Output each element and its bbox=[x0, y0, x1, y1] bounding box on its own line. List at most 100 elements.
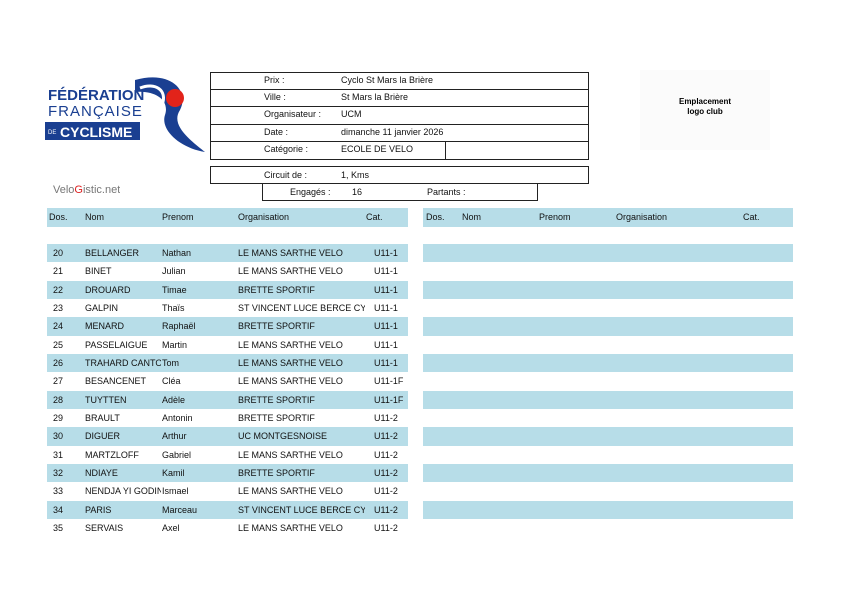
cell: U11-2 bbox=[374, 467, 398, 478]
header-cell: Cat. bbox=[743, 212, 760, 222]
header-cell: Prenom bbox=[539, 212, 571, 222]
club-logo-text: Emplacement bbox=[678, 97, 732, 106]
club-logo: Emplacement logo club bbox=[640, 70, 770, 150]
info-label: Catégorie : bbox=[264, 143, 309, 154]
header-cell: Nom bbox=[462, 212, 482, 222]
cell: 32 bbox=[53, 467, 64, 478]
cell: Kamil bbox=[162, 467, 185, 478]
engages-box bbox=[262, 183, 538, 201]
info-value: UCM bbox=[341, 109, 362, 120]
row-line bbox=[210, 89, 589, 91]
logo-line: CYCLISME bbox=[60, 124, 132, 140]
row-stripe bbox=[423, 353, 793, 373]
info-value: 16 bbox=[352, 187, 363, 197]
cell: SERVAIS bbox=[85, 522, 124, 533]
cell: U11-1F bbox=[374, 394, 404, 405]
info-label: Date : bbox=[264, 126, 289, 137]
cell: LE MANS SARTHE VELO bbox=[238, 248, 343, 258]
row-stripe bbox=[423, 390, 793, 409]
row-line bbox=[210, 140, 589, 142]
cell: U11-2 bbox=[374, 522, 398, 533]
row-stripe bbox=[47, 244, 408, 263]
cell: Raphaël bbox=[162, 321, 196, 332]
header-cell: Organisation bbox=[616, 212, 668, 222]
cell: 21 bbox=[53, 266, 64, 277]
federation-logo: FÉDÉRATION FRANÇAISE DE CYCLISME bbox=[45, 77, 205, 152]
cell: 29 bbox=[53, 412, 64, 423]
cell: 20 bbox=[53, 248, 64, 258]
cell: U11-2 bbox=[374, 504, 398, 515]
cell: Nathan bbox=[162, 248, 192, 258]
cell: BRETTE SPORTIF bbox=[238, 284, 315, 295]
cell: DROUARD bbox=[85, 284, 131, 295]
cell: 24 bbox=[53, 321, 64, 332]
cell: TUYTTEN bbox=[85, 394, 127, 405]
info-label: Circuit de : bbox=[264, 170, 308, 180]
cell: U11-2 bbox=[374, 486, 398, 497]
cell: NENDJA YI GODIN bbox=[85, 486, 161, 497]
club-logo-text: logo club bbox=[687, 107, 723, 116]
row-stripe bbox=[423, 500, 793, 519]
divider bbox=[445, 141, 446, 160]
cell: Julian bbox=[162, 266, 186, 277]
cell: Tom bbox=[162, 357, 180, 368]
row-stripe bbox=[47, 317, 408, 336]
cell: BRETTE SPORTIF bbox=[238, 321, 315, 332]
cell: BRETTE SPORTIF bbox=[238, 412, 315, 423]
table-header bbox=[423, 208, 793, 227]
cell: U11-1 bbox=[374, 284, 398, 295]
info-box bbox=[210, 72, 589, 160]
info-value: ECOLE DE VELO bbox=[341, 143, 414, 154]
cell: UC MONTGESNOISE bbox=[238, 431, 328, 442]
cell: LE MANS SARTHE VELO bbox=[238, 486, 343, 497]
brand-part: G bbox=[74, 184, 83, 196]
cell: PARIS bbox=[85, 504, 112, 515]
cell: BESANCENET bbox=[85, 376, 147, 387]
info-value: dimanche 11 janvier 2026 bbox=[341, 126, 444, 137]
cell: Arthur bbox=[162, 431, 187, 442]
info-value: 1, Kms bbox=[341, 170, 370, 180]
cell: U11-2 bbox=[374, 412, 398, 423]
row-stripe bbox=[47, 463, 408, 483]
cell: LE MANS SARTHE VELO bbox=[238, 339, 343, 350]
cell: 28 bbox=[53, 394, 64, 405]
info-label: Engagés : bbox=[290, 187, 331, 197]
cell: U11-1 bbox=[374, 302, 398, 313]
cell: 35 bbox=[53, 522, 64, 533]
cell: Marceau bbox=[162, 504, 198, 515]
cell: LE MANS SARTHE VELO bbox=[238, 357, 343, 368]
cell: U11-1 bbox=[374, 339, 398, 350]
cell: Martin bbox=[162, 339, 188, 350]
cell: LE MANS SARTHE VELO bbox=[238, 449, 343, 460]
brand-part: Velo bbox=[53, 184, 75, 196]
row-line bbox=[210, 123, 589, 125]
row-stripe bbox=[423, 244, 793, 263]
row-stripe bbox=[47, 353, 408, 373]
cell: 34 bbox=[53, 504, 64, 515]
cell: Timae bbox=[162, 284, 187, 295]
info-label: Prix : bbox=[264, 75, 285, 85]
row-stripe bbox=[47, 500, 408, 519]
cell: LE MANS SARTHE VELO bbox=[238, 522, 343, 533]
cell: BRAULT bbox=[85, 412, 120, 423]
cell: U11-1 bbox=[374, 357, 398, 368]
header-cell: Cat. bbox=[366, 212, 383, 222]
logo-line: FRANÇAISE bbox=[48, 103, 143, 120]
table-header bbox=[47, 208, 408, 227]
cell: MENARD bbox=[85, 321, 125, 332]
row-stripe bbox=[423, 280, 793, 299]
cell: NDIAYE bbox=[85, 467, 118, 478]
header-cell: Dos. bbox=[49, 212, 68, 222]
cell: Gabriel bbox=[162, 449, 192, 460]
row-stripe bbox=[423, 463, 793, 483]
cell: BRETTE SPORTIF bbox=[238, 467, 315, 478]
cell: 26 bbox=[53, 357, 64, 368]
cell: ST VINCENT LUCE BERCE CY bbox=[238, 504, 365, 515]
cell: U11-2 bbox=[374, 431, 398, 442]
row-stripe bbox=[423, 317, 793, 336]
row-stripe bbox=[47, 390, 408, 409]
info-value: Cyclo St Mars la Brière bbox=[341, 75, 434, 85]
header-cell: Dos. bbox=[426, 212, 445, 222]
info-label: Organisateur : bbox=[264, 109, 322, 120]
